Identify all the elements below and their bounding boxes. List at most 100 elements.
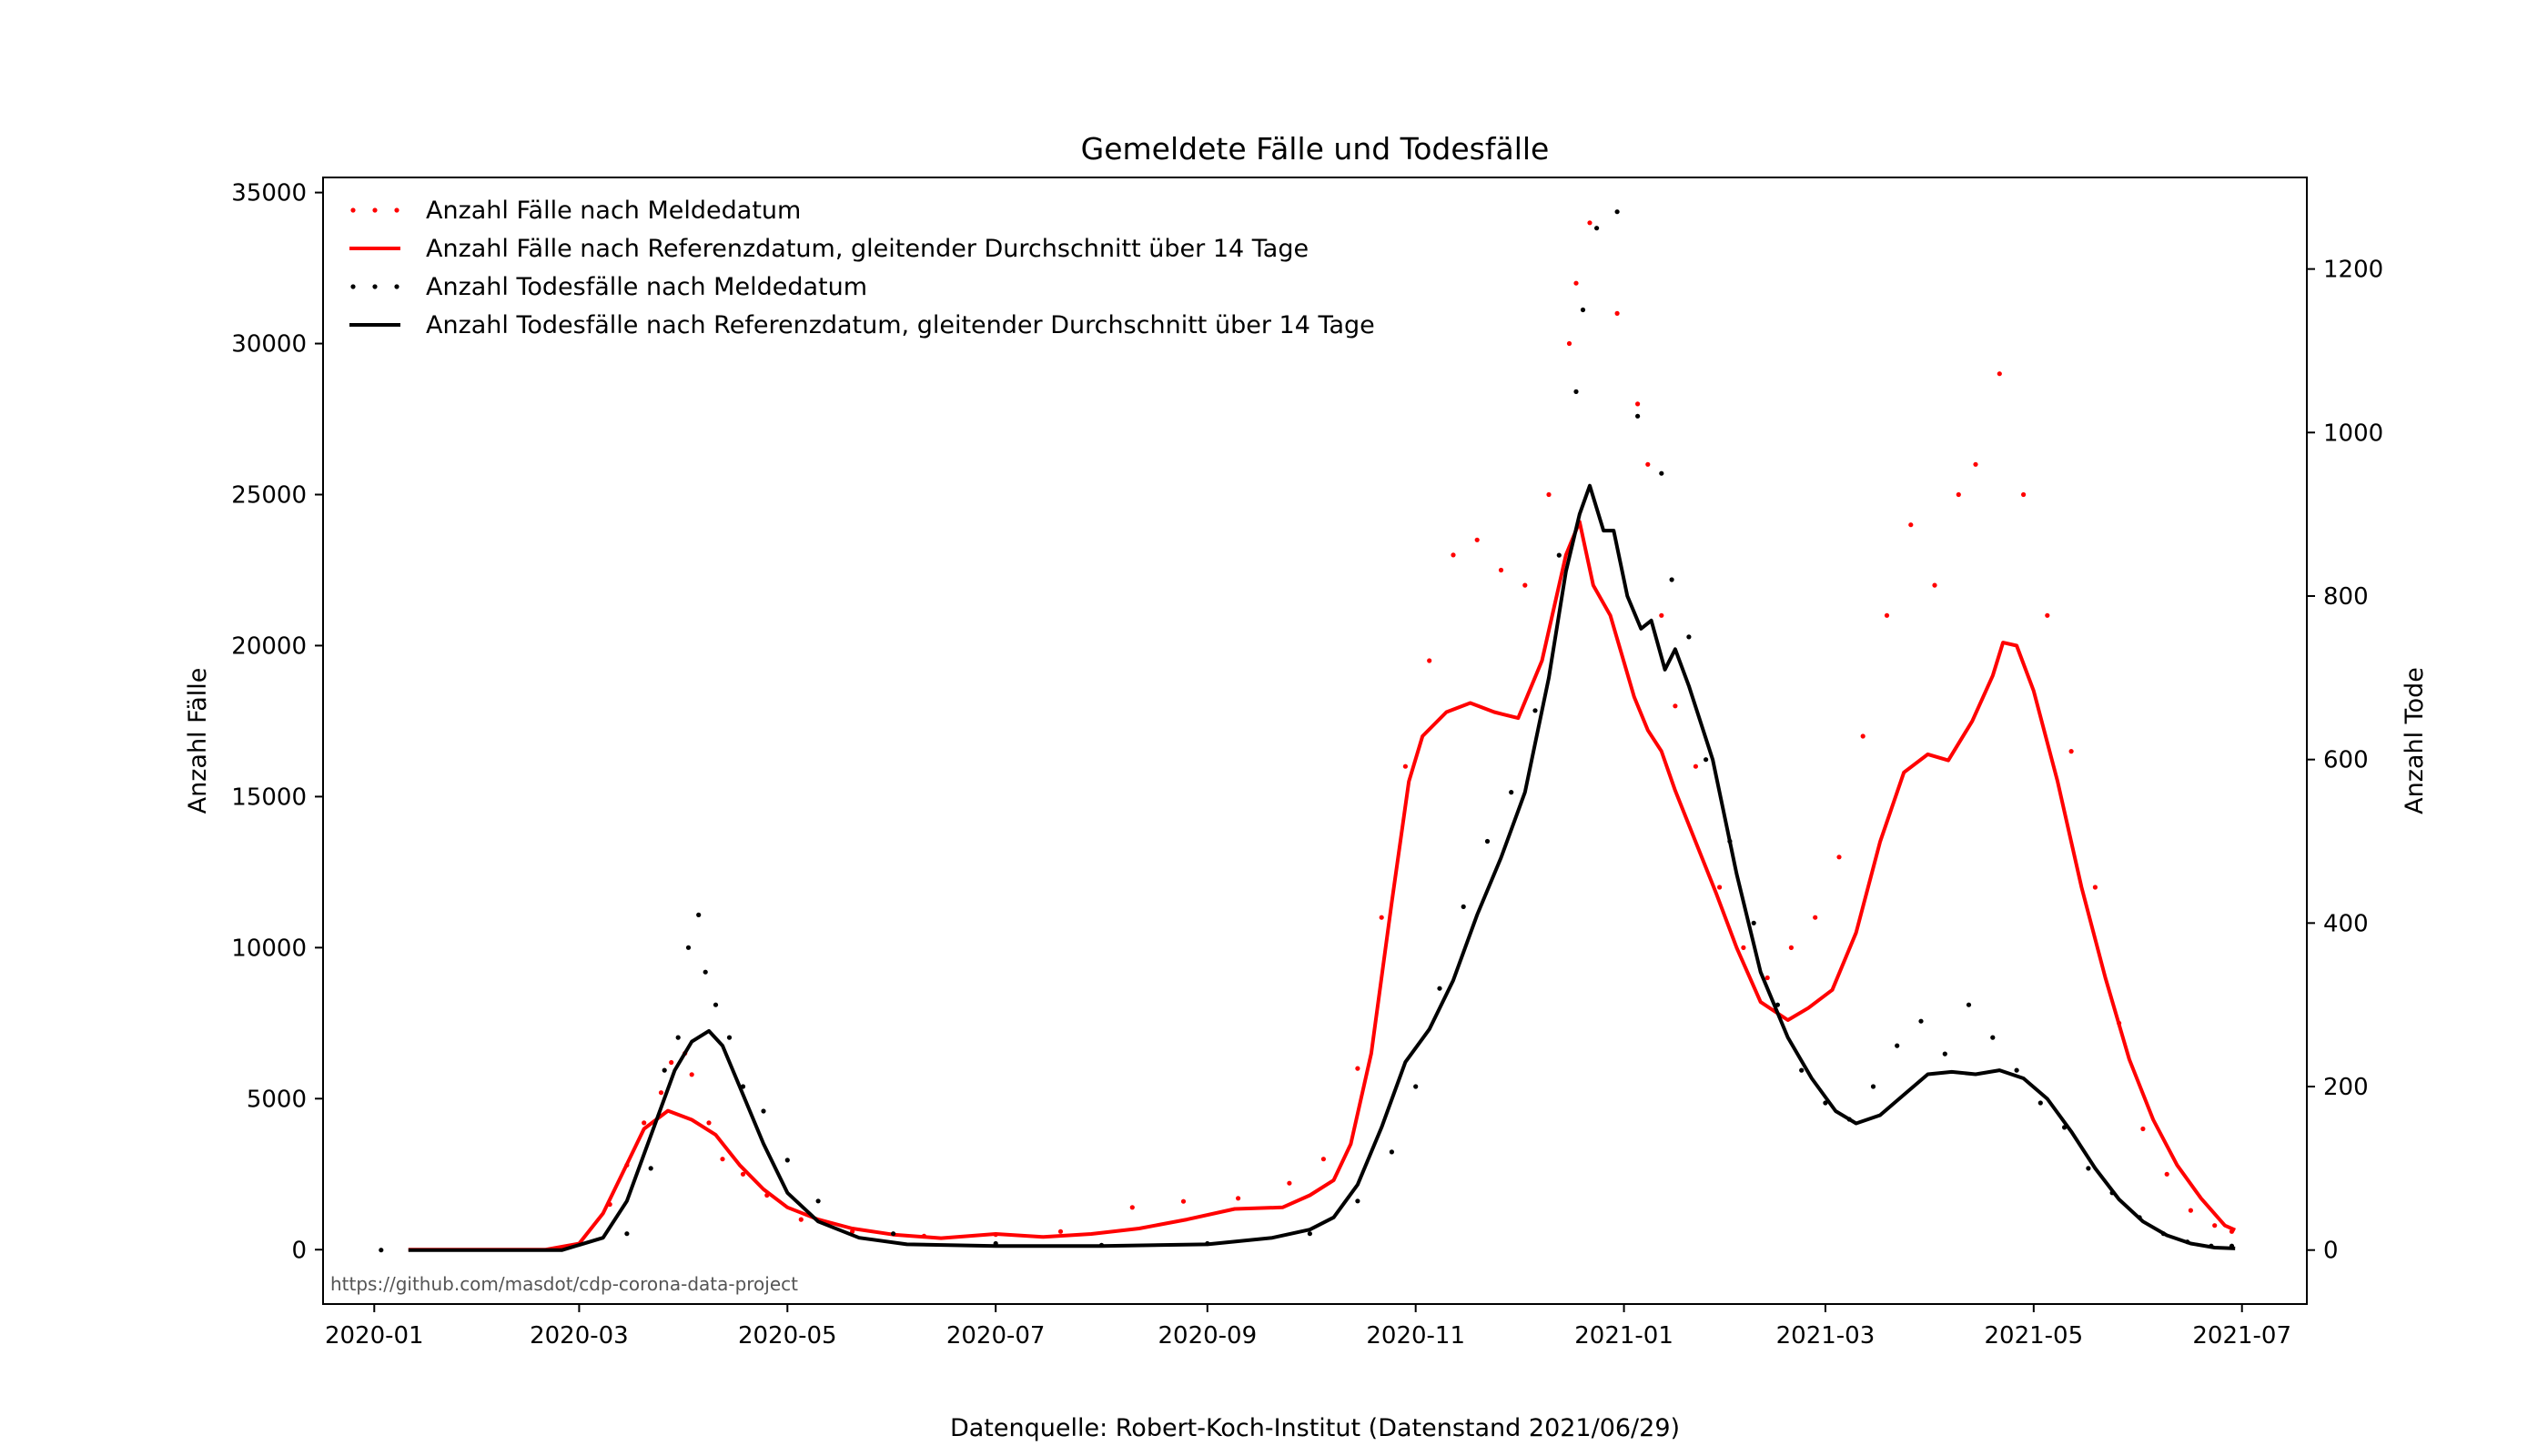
- series-0-point-44: [1836, 854, 1842, 860]
- series-0-point-42: [1788, 945, 1794, 950]
- series-0-point-55: [2092, 885, 2098, 890]
- y-axis-right: 0 200 400 600 800 1000 1200: [2307, 257, 2383, 1265]
- series-0-point-49: [1956, 491, 1961, 498]
- series-2-point-34: [1669, 577, 1674, 582]
- x-tick-label-6: 2021-01: [1574, 1322, 1673, 1350]
- series-2-point-8: [713, 1002, 719, 1007]
- legend-marker-0-1: [372, 207, 378, 213]
- x-tick-label-0: 2020-01: [325, 1322, 424, 1350]
- y-left-tick-label-1: 5000: [247, 1086, 307, 1113]
- series-2-point-3: [662, 1067, 667, 1073]
- y-left-tick-label-4: 20000: [231, 632, 307, 660]
- series-0-point-6: [689, 1072, 694, 1077]
- series-2-point-1: [624, 1231, 630, 1237]
- y-right-tick-label-4: 800: [2323, 583, 2369, 611]
- data-source-caption: Datenquelle: Robert-Koch-Institut (Daten…: [950, 1414, 1680, 1442]
- y-left-tick-label-0: 0: [291, 1237, 307, 1264]
- series-2-point-29: [1580, 307, 1586, 313]
- x-tick-label-2: 2020-05: [738, 1322, 837, 1350]
- series-0-point-43: [1813, 915, 1818, 920]
- series-2-point-22: [1437, 986, 1442, 991]
- series-2-point-4: [675, 1035, 681, 1040]
- series-0-point-57: [2140, 1126, 2146, 1132]
- series-0-point-48: [1932, 582, 1937, 588]
- series-0-point-8: [720, 1157, 725, 1162]
- y-axis-label-right: Anzahl Tode: [2401, 667, 2429, 814]
- source-url: https://github.com/masdot/cdp-corona-dat…: [330, 1273, 798, 1295]
- series-0-point-33: [1614, 310, 1620, 316]
- x-tick-label-5: 2020-11: [1366, 1322, 1465, 1350]
- series-0-point-26: [1474, 537, 1480, 542]
- series-0-point-59: [2188, 1208, 2193, 1213]
- series-2-point-48: [1990, 1035, 1996, 1040]
- series-2-point-44: [1895, 1043, 1900, 1048]
- series-2-point-13: [815, 1198, 821, 1204]
- series-2-point-12: [784, 1158, 790, 1163]
- series-0-point-7: [706, 1120, 712, 1126]
- series-0-point-9: [740, 1171, 746, 1177]
- series-0-point-17: [1180, 1198, 1187, 1204]
- x-tick-label-3: 2020-07: [946, 1322, 1046, 1350]
- series-2-point-11: [761, 1108, 766, 1114]
- series-2-point-5: [685, 945, 692, 950]
- series-2-point-49: [2014, 1067, 2019, 1073]
- chart-title: Gemeldete Fälle und Todesfälle: [1081, 131, 1550, 167]
- legend-label-3: Anzahl Todesfälle nach Referenzdatum, gl…: [426, 311, 1375, 339]
- y-right-tick-label-3: 600: [2323, 747, 2369, 774]
- legend-marker-0-2: [394, 207, 399, 213]
- y-right-tick-label-6: 1200: [2323, 257, 2383, 284]
- series-2-point-35: [1686, 634, 1692, 640]
- series-0-point-3: [658, 1090, 664, 1096]
- series-0-point-50: [1973, 461, 1978, 467]
- series-2-point-50: [2037, 1100, 2043, 1106]
- series-0-point-22: [1379, 915, 1384, 920]
- series-0-point-60: [2212, 1223, 2218, 1228]
- legend: Anzahl Fälle nach Meldedatum Anzahl Fälle…: [349, 197, 1375, 339]
- legend-label-0: Anzahl Fälle nach Meldedatum: [426, 197, 801, 225]
- series-2-point-6: [696, 912, 702, 918]
- legend-marker-0-0: [350, 207, 356, 213]
- series-2-point-28: [1573, 389, 1579, 394]
- series-0-point-36: [1659, 612, 1664, 618]
- x-tick-label-7: 2021-03: [1776, 1322, 1876, 1350]
- series-2-point-30: [1594, 226, 1600, 231]
- series-0-point-18: [1236, 1196, 1241, 1201]
- series-0-point-52: [2021, 491, 2027, 498]
- series-0-point-35: [1645, 461, 1651, 467]
- series-0-point-25: [1451, 552, 1456, 558]
- x-tick-label-1: 2020-03: [530, 1322, 629, 1350]
- series-2-point-20: [1389, 1149, 1394, 1155]
- series-0-point-40: [1741, 945, 1746, 950]
- series-0-point-30: [1566, 340, 1572, 347]
- legend-marker-2-0: [350, 284, 356, 289]
- series-0-point-23: [1402, 763, 1408, 769]
- series-2-point-26: [1532, 708, 1538, 713]
- series-2-point-47: [1966, 1002, 1972, 1007]
- legend-label-1: Anzahl Fälle nach Referenzdatum, gleiten…: [426, 235, 1309, 263]
- series-2-point-7: [703, 969, 708, 975]
- series-2-point-2: [648, 1166, 653, 1171]
- series-2-point-40: [1799, 1067, 1805, 1073]
- series-0-point-24: [1427, 658, 1432, 663]
- series-2-point-18: [1307, 1231, 1312, 1237]
- series-0-point-45: [1860, 733, 1866, 739]
- series-2-point-0: [379, 1248, 384, 1253]
- series-0-point-34: [1635, 401, 1641, 407]
- series-0-point-41: [1764, 975, 1770, 981]
- x-tick-label-9: 2021-07: [2192, 1322, 2291, 1350]
- x-tick-label-8: 2021-05: [1985, 1322, 2084, 1350]
- series-2-point-31: [1614, 209, 1620, 215]
- legend-label-2: Anzahl Todesfälle nach Meldedatum: [426, 273, 867, 301]
- series-0-point-27: [1498, 567, 1504, 573]
- series-0-point-19: [1287, 1180, 1292, 1186]
- legend-marker-2-1: [372, 284, 378, 289]
- series-0-point-58: [2164, 1171, 2169, 1177]
- x-axis: 2020-01 2020-03 2020-05 2020-07 2020-09 2020-…: [325, 1304, 2291, 1350]
- series-2-point-36: [1704, 757, 1709, 763]
- y-left-tick-label-7: 35000: [231, 180, 307, 207]
- y-right-tick-label-5: 1000: [2323, 420, 2383, 447]
- y-left-tick-label-6: 30000: [231, 331, 307, 359]
- series-2-point-14: [891, 1231, 896, 1237]
- series-1-line: [408, 520, 2237, 1252]
- series-2-point-46: [1942, 1051, 1947, 1057]
